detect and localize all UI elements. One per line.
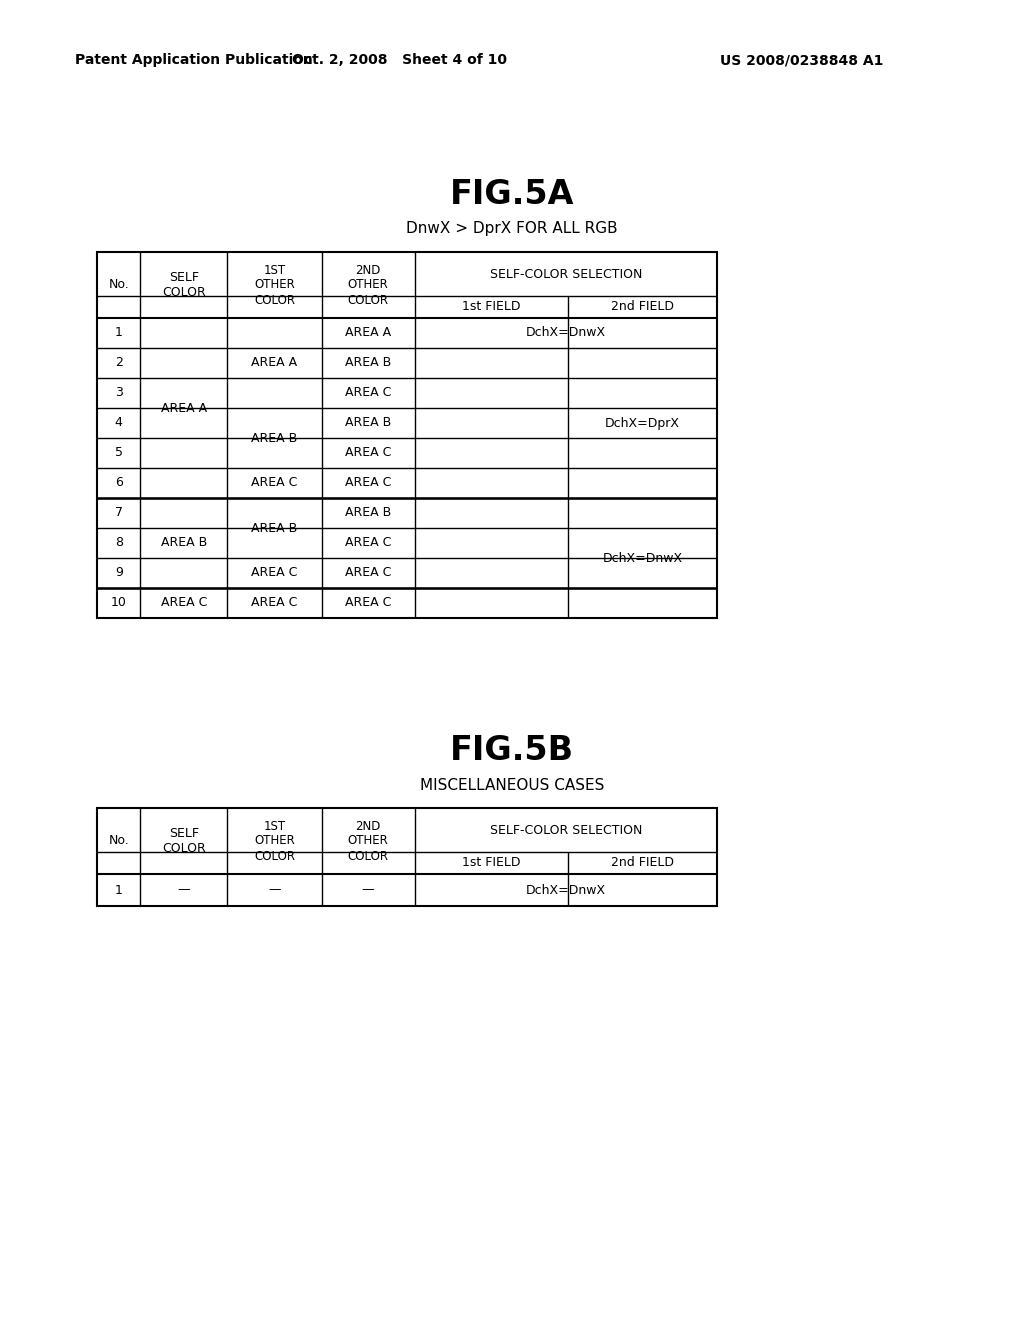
Text: Patent Application Publication: Patent Application Publication — [75, 53, 312, 67]
Text: US 2008/0238848 A1: US 2008/0238848 A1 — [720, 53, 884, 67]
Text: FIG.5B: FIG.5B — [450, 734, 574, 767]
Text: AREA A: AREA A — [345, 326, 391, 339]
Text: 2ND
OTHER
COLOR: 2ND OTHER COLOR — [347, 264, 389, 306]
Text: 1st FIELD: 1st FIELD — [462, 857, 521, 870]
Text: DchX=DnwX: DchX=DnwX — [525, 883, 606, 896]
Bar — [97, 252, 717, 618]
Text: AREA C: AREA C — [345, 566, 391, 579]
Text: AREA B: AREA B — [345, 417, 391, 429]
Text: —: — — [177, 883, 190, 896]
Text: DchX=DnwX: DchX=DnwX — [602, 552, 683, 565]
Text: SELF
COLOR: SELF COLOR — [162, 271, 206, 300]
Text: 8: 8 — [115, 536, 123, 549]
Text: AREA C: AREA C — [345, 597, 391, 610]
Text: AREA B: AREA B — [251, 521, 298, 535]
Text: —: — — [361, 883, 375, 896]
Text: AREA B: AREA B — [345, 356, 391, 370]
Text: 2: 2 — [115, 356, 123, 370]
Text: 2nd FIELD: 2nd FIELD — [611, 857, 674, 870]
Text: SELF-COLOR SELECTION: SELF-COLOR SELECTION — [489, 824, 642, 837]
Text: 3: 3 — [115, 387, 123, 400]
Text: AREA A: AREA A — [251, 356, 298, 370]
Text: 4: 4 — [115, 417, 123, 429]
Text: 9: 9 — [115, 566, 123, 579]
Text: 2nd FIELD: 2nd FIELD — [611, 301, 674, 314]
Text: AREA A: AREA A — [161, 401, 207, 414]
Text: 5: 5 — [115, 446, 123, 459]
Text: AREA B: AREA B — [345, 507, 391, 520]
Text: —: — — [268, 883, 281, 896]
Text: Oct. 2, 2008   Sheet 4 of 10: Oct. 2, 2008 Sheet 4 of 10 — [293, 53, 508, 67]
Text: AREA C: AREA C — [345, 536, 391, 549]
Text: 1st FIELD: 1st FIELD — [462, 301, 521, 314]
Text: AREA C: AREA C — [345, 446, 391, 459]
Text: DnwX > DprX FOR ALL RGB: DnwX > DprX FOR ALL RGB — [407, 220, 617, 235]
Text: 1: 1 — [115, 883, 123, 896]
Text: AREA C: AREA C — [345, 387, 391, 400]
Text: MISCELLANEOUS CASES: MISCELLANEOUS CASES — [420, 777, 604, 792]
Text: 10: 10 — [111, 597, 127, 610]
Text: SELF-COLOR SELECTION: SELF-COLOR SELECTION — [489, 268, 642, 281]
Text: AREA C: AREA C — [251, 566, 298, 579]
Text: AREA B: AREA B — [251, 432, 298, 445]
Text: AREA C: AREA C — [251, 597, 298, 610]
Text: 6: 6 — [115, 477, 123, 490]
Text: AREA C: AREA C — [161, 597, 207, 610]
Text: DchX=DnwX: DchX=DnwX — [525, 326, 606, 339]
Text: AREA C: AREA C — [251, 477, 298, 490]
Text: 1ST
OTHER
COLOR: 1ST OTHER COLOR — [254, 820, 295, 862]
Bar — [97, 808, 717, 906]
Text: AREA C: AREA C — [345, 477, 391, 490]
Text: 2ND
OTHER
COLOR: 2ND OTHER COLOR — [347, 820, 389, 862]
Text: DchX=DprX: DchX=DprX — [605, 417, 680, 429]
Text: AREA B: AREA B — [161, 536, 207, 549]
Text: 1: 1 — [115, 326, 123, 339]
Text: 1ST
OTHER
COLOR: 1ST OTHER COLOR — [254, 264, 295, 306]
Text: No.: No. — [109, 834, 129, 847]
Text: FIG.5A: FIG.5A — [450, 178, 574, 211]
Text: SELF
COLOR: SELF COLOR — [162, 828, 206, 855]
Text: 7: 7 — [115, 507, 123, 520]
Text: No.: No. — [109, 279, 129, 292]
